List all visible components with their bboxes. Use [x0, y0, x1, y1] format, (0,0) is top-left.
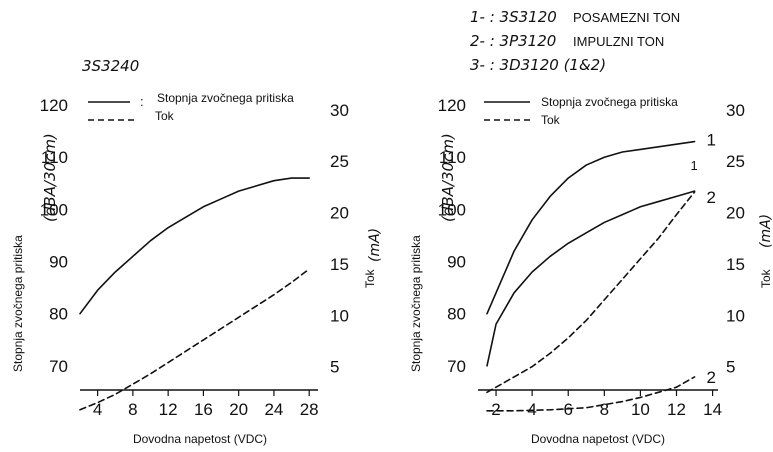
left-xtick-label: 4	[93, 400, 102, 419]
right-y2tick-label: 10	[726, 306, 745, 325]
right-y2tick-label: 5	[726, 358, 735, 377]
right-series-current-3	[486, 191, 696, 394]
right-curve-label: 2	[707, 188, 716, 207]
left-y2tick-label: 10	[330, 306, 349, 325]
left-legend-label-current: Tok	[155, 109, 175, 123]
left-legend-label-spl: Stopnja zvočnega pritiska	[157, 91, 294, 105]
left-chart: 3S3240 : Stopnja zvočnega pritiska Tok S…	[11, 57, 383, 446]
right-title-text-2: IMPULZNI TON	[573, 34, 664, 49]
left-xtick-label: 12	[159, 400, 178, 419]
right-y2-label: Tok	[759, 268, 773, 288]
left-y2tick-label: 15	[330, 255, 349, 274]
right-title-code-3: 3- : 3D3120 (1&2)	[470, 56, 606, 74]
left-y2tick-label: 30	[330, 101, 349, 120]
right-title-code-2: 2- : 3P3120	[470, 32, 556, 50]
right-title-text-1: POSAMEZNI TON	[573, 10, 680, 25]
right-ytick-label: 80	[447, 305, 466, 324]
right-legend: Stopnja zvočnega pritiska Tok	[484, 95, 678, 127]
right-y2tick-label: 25	[726, 152, 745, 171]
left-series-spl-1	[79, 177, 310, 315]
left-ytick-label: 90	[49, 253, 68, 272]
left-ytick-label: 110	[41, 148, 68, 167]
left-xtick-label: 28	[300, 400, 319, 419]
right-legend-label-spl: Stopnja zvočnega pritiska	[541, 95, 678, 109]
right-curve-label: 1	[691, 158, 698, 173]
left-y2tick-label: 20	[330, 204, 349, 223]
right-chart: 1- : 3S3120 POSAMEZNI TON 2- : 3P3120 IM…	[409, 8, 773, 446]
right-ytick-label: 100	[438, 200, 466, 219]
right-xtick-label: 14	[703, 400, 722, 419]
right-y2-label-unit: (mA)	[758, 214, 773, 248]
right-x-label: Dovodna napetost (VDC)	[531, 432, 665, 446]
right-xtick-label: 8	[600, 400, 609, 419]
right-ytick-label: 120	[438, 96, 466, 115]
left-legend: : Stopnja zvočnega pritiska Tok	[88, 91, 294, 123]
left-ytick-label: 100	[40, 200, 68, 219]
right-curve-label: 1	[707, 131, 716, 150]
left-y2tick-label: 5	[330, 358, 339, 377]
right-chart-title: 1- : 3S3120 POSAMEZNI TON 2- : 3P3120 IM…	[470, 8, 680, 74]
right-ytick-label: 110	[439, 148, 466, 167]
left-y2-label: Tok	[363, 268, 377, 288]
right-curve-label: 2	[707, 368, 716, 387]
left-x-label: Dovodna napetost (VDC)	[133, 432, 267, 446]
right-xtick-label: 2	[491, 400, 500, 419]
left-chart-title: 3S3240	[82, 57, 139, 75]
left-legend-colon: :	[140, 94, 144, 109]
left-xtick-label: 16	[194, 400, 213, 419]
right-title-code-1: 1- : 3S3120	[470, 8, 557, 26]
right-y2tick-label: 30	[726, 101, 745, 120]
left-ytick-label: 80	[49, 305, 68, 324]
left-y2-label-unit: (mA)	[367, 228, 383, 262]
left-xtick-label: 24	[264, 400, 283, 419]
left-y2tick-label: 25	[330, 152, 349, 171]
right-ytick-label: 70	[447, 357, 466, 376]
right-xtick-label: 10	[631, 400, 650, 419]
right-series-spl-2	[486, 190, 696, 367]
left-ytick-label: 70	[49, 357, 68, 376]
right-y-label-unit: (dBA/30cm)	[439, 133, 457, 222]
right-y2tick-label: 15	[726, 255, 745, 274]
right-series-current-4	[486, 376, 696, 412]
right-xtick-label: 12	[667, 400, 686, 419]
left-ytick-label: 120	[40, 96, 68, 115]
right-series-spl-1	[486, 140, 696, 315]
right-y-label: Stopnja zvočnega pritiska	[409, 235, 423, 372]
right-y2tick-label: 20	[726, 204, 745, 223]
right-ytick-label: 90	[447, 253, 466, 272]
left-xtick-label: 8	[128, 400, 137, 419]
right-legend-label-current: Tok	[541, 113, 561, 127]
left-y-label-unit: (dBA/30cm)	[41, 133, 59, 222]
left-xtick-label: 20	[229, 400, 248, 419]
left-series-current-2	[79, 268, 310, 411]
left-y-label: Stopnja zvočnega pritiska	[11, 235, 25, 372]
